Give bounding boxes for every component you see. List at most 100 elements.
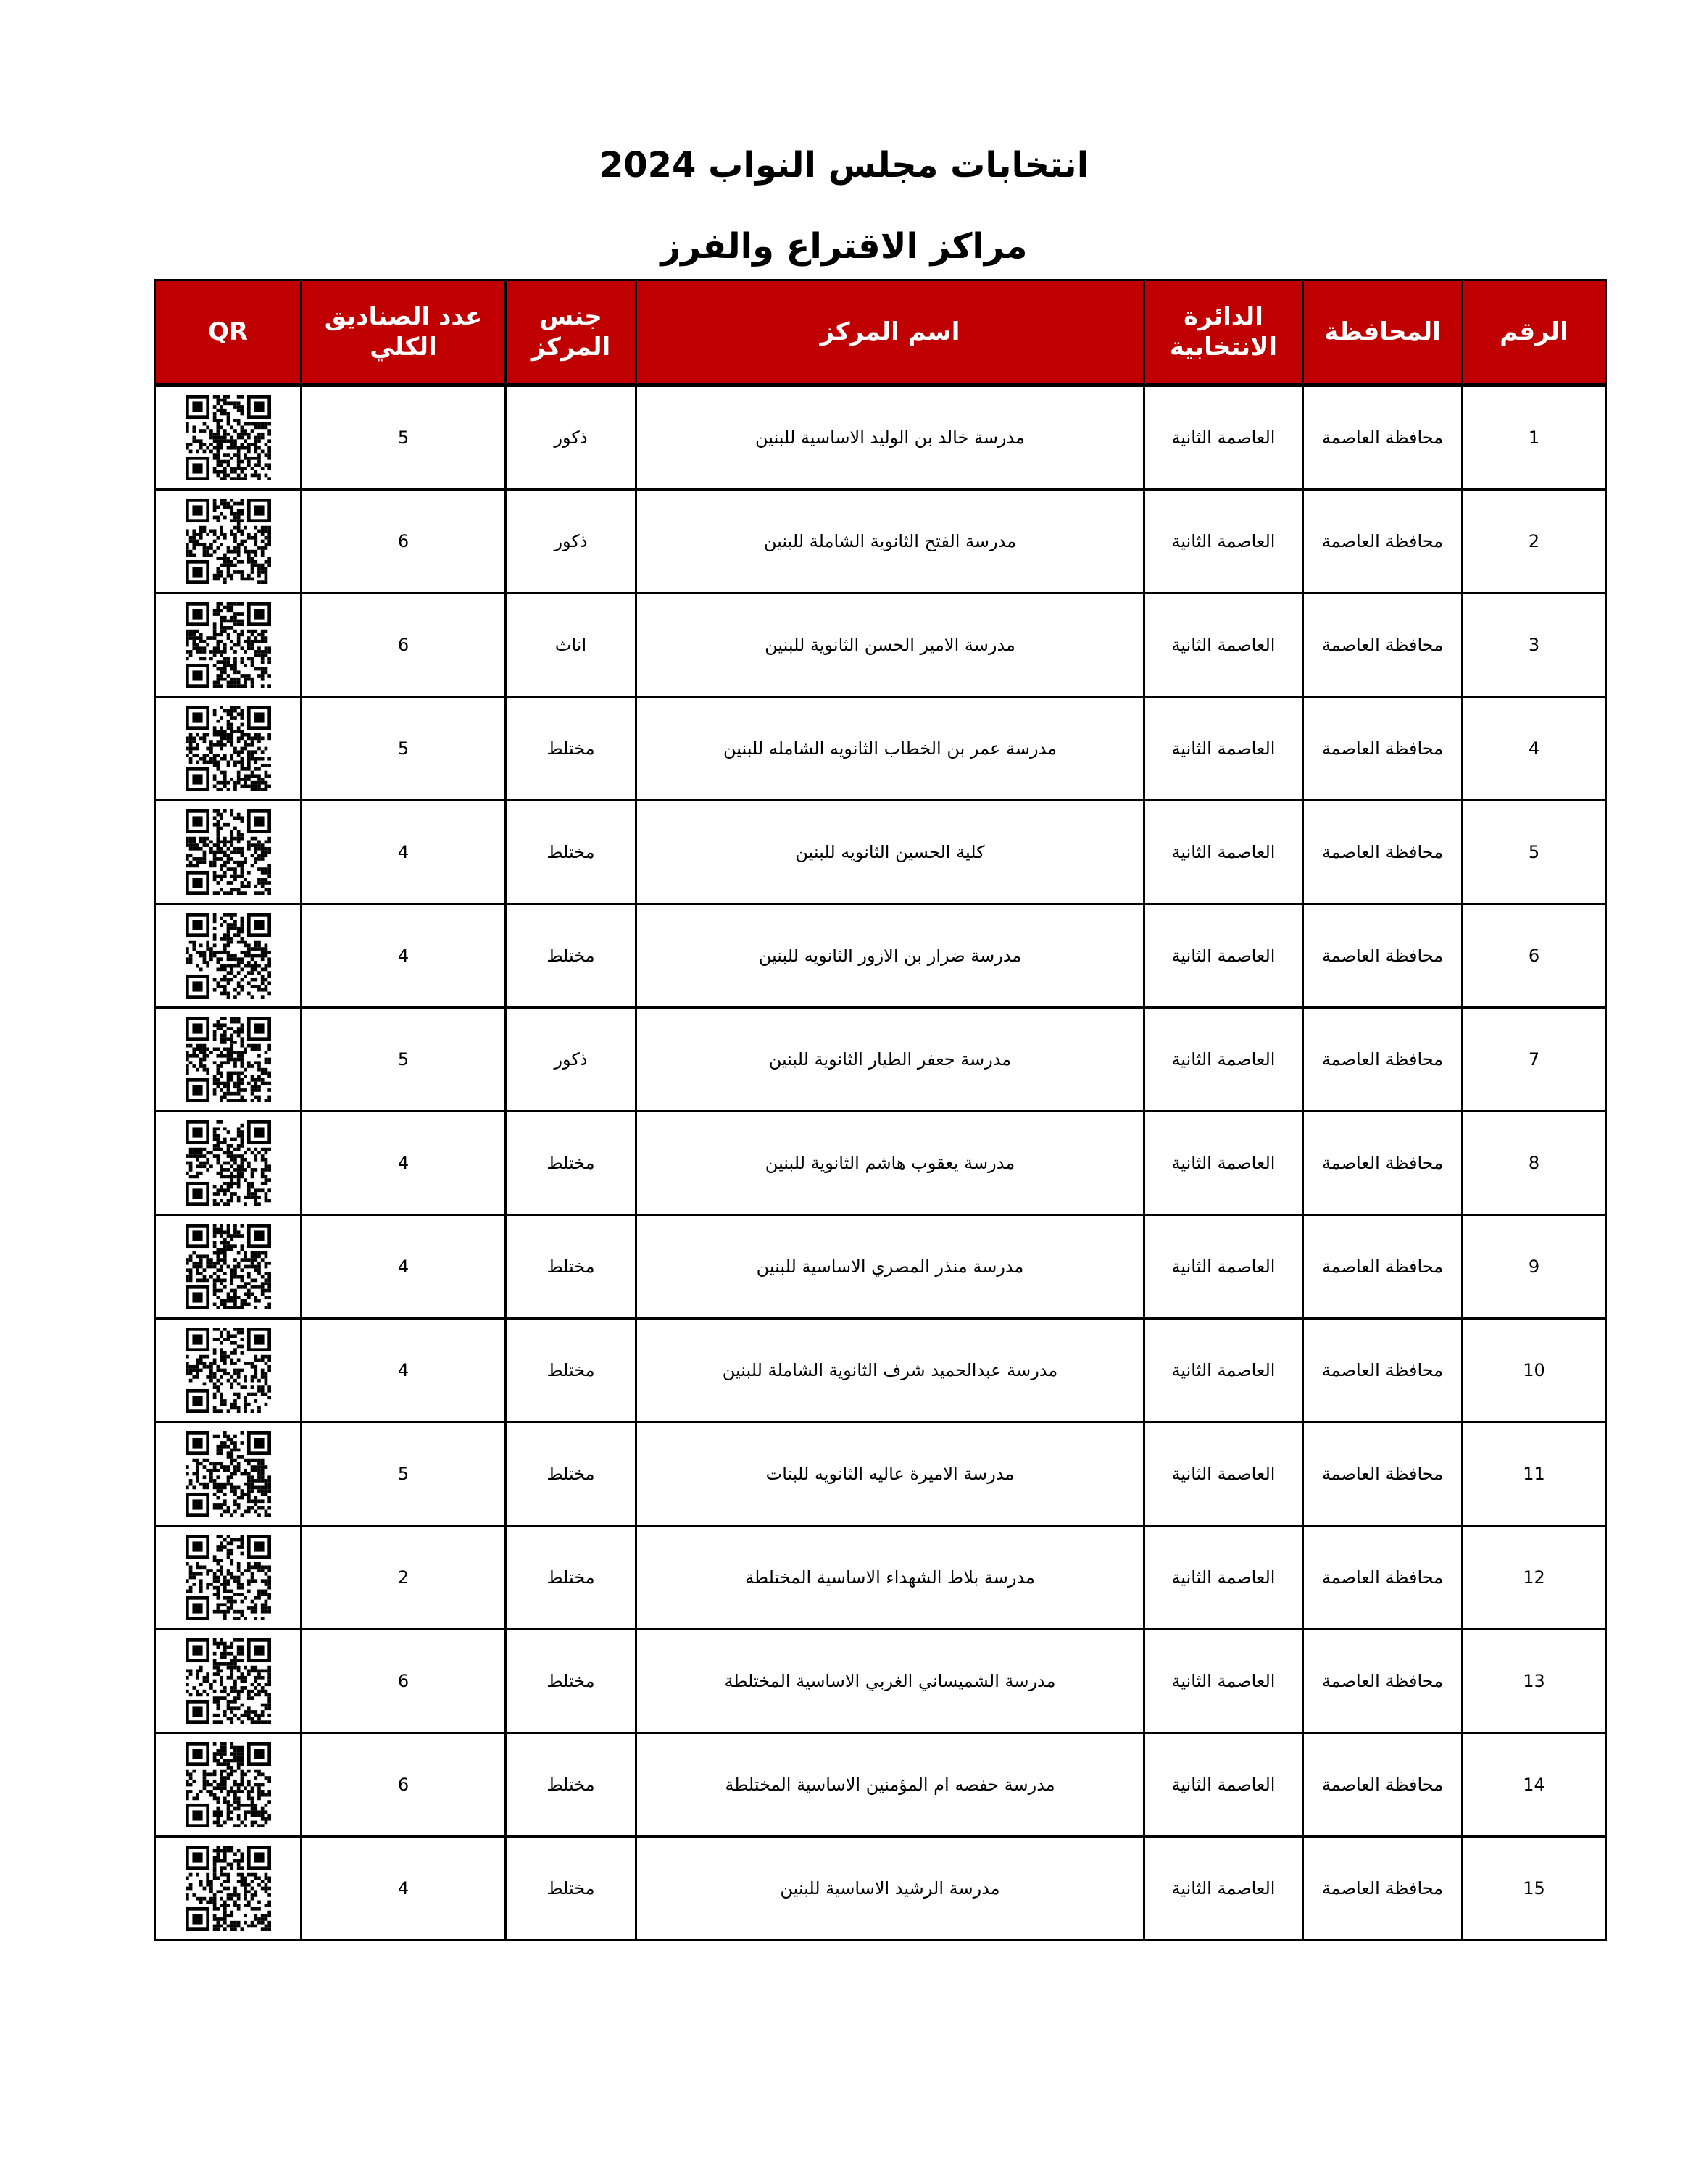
district-cell: العاصمة الثانية [1143,1835,1304,1941]
row-number: 6 [1461,903,1607,1009]
total-boxes-cell: 6 [300,1732,507,1838]
col-qr-header: QR [154,279,302,386]
total-boxes-cell: 5 [300,383,507,491]
governorate-cell: محافظة العاصمة [1302,1110,1463,1216]
center-name-cell: مدرسة الشميساني الغربي الاساسية المختلطة [635,1628,1145,1734]
center-gender-cell: مختلط [504,1214,637,1320]
qr-code-icon [154,799,302,905]
row-number: 1 [1461,383,1607,491]
center-gender-cell: مختلط [504,696,637,801]
table-row: 8 محافظة العاصمة العاصمة الثانية مدرسة يعقو… [154,1110,1607,1216]
center-name-cell: مدرسة جعفر الطيار الثانوية للبنين [635,1006,1145,1112]
governorate-cell: محافظة العاصمة [1302,488,1463,594]
qr-code-icon [154,1214,302,1320]
center-name-cell: مدرسة يعقوب هاشم الثانوية للبنين [635,1110,1145,1216]
district-cell: العاصمة الثانية [1143,592,1304,698]
district-cell: العاصمة الثانية [1143,1421,1304,1527]
qr-code-icon [154,592,302,698]
governorate-cell: محافظة العاصمة [1302,1525,1463,1630]
row-number: 11 [1461,1421,1607,1527]
qr-code-icon [154,696,302,801]
document-title: انتخابات مجلس النواب 2024 [599,145,1089,186]
center-gender-cell: ذكور [504,488,637,594]
total-boxes-cell: 5 [300,696,507,801]
qr-code-icon [154,1732,302,1838]
district-cell: العاصمة الثانية [1143,1628,1304,1734]
col-total-boxes-header: عدد الصناديق الكلي [300,279,507,386]
row-number: 8 [1461,1110,1607,1216]
col-number-header: الرقم [1461,279,1607,386]
table-row: 13 محافظة العاصمة العاصمة الثانية مدرسة الش… [154,1628,1607,1734]
center-name-cell: مدرسة عمر بن الخطاب الثانويه الشامله للب… [635,696,1145,801]
total-boxes-cell: 4 [300,1835,507,1941]
document-subtitle: مراكز الاقتراع والفرز [660,226,1028,267]
district-cell: العاصمة الثانية [1143,799,1304,905]
total-boxes-cell: 5 [300,1006,507,1112]
center-gender-cell: مختلط [504,1835,637,1941]
district-cell: العاصمة الثانية [1143,1732,1304,1838]
table-header-row: الرقم المحافظة الدائرة الانتخابية اسم المرك… [154,279,1607,386]
total-boxes-cell: 2 [300,1525,507,1630]
table-row: 14 محافظة العاصمة العاصمة الثانية مدرسة حفص… [154,1732,1607,1838]
table-row: 3 محافظة العاصمة العاصمة الثانية مدرسة الام… [154,592,1607,698]
table-row: 7 محافظة العاصمة العاصمة الثانية مدرسة جعفر… [154,1006,1607,1112]
center-name-cell: مدرسة حفصه ام المؤمنين الاساسية المختلطة [635,1732,1145,1838]
qr-code-icon [154,383,302,491]
governorate-cell: محافظة العاصمة [1302,1732,1463,1838]
governorate-cell: محافظة العاصمة [1302,1317,1463,1423]
center-gender-cell: مختلط [504,1628,637,1734]
center-name-cell: مدرسة منذر المصري الاساسية للبنين [635,1214,1145,1320]
center-gender-cell: مختلط [504,1110,637,1216]
district-cell: العاصمة الثانية [1143,488,1304,594]
district-cell: العاصمة الثانية [1143,383,1304,491]
governorate-cell: محافظة العاصمة [1302,799,1463,905]
row-number: 14 [1461,1732,1607,1838]
governorate-cell: محافظة العاصمة [1302,903,1463,1009]
qr-code-icon [154,1006,302,1112]
total-boxes-cell: 4 [300,903,507,1009]
center-name-cell: مدرسة الرشيد الاساسية للبنين [635,1835,1145,1941]
governorate-cell: محافظة العاصمة [1302,383,1463,491]
center-name-cell: مدرسة عبدالحميد شرف الثانوية الشاملة للب… [635,1317,1145,1423]
qr-code-icon [154,1317,302,1423]
center-name-cell: مدرسة ضرار بن الازور الثانويه للبنين [635,903,1145,1009]
center-gender-cell: مختلط [504,799,637,905]
row-number: 2 [1461,488,1607,594]
center-gender-cell: مختلط [504,1732,637,1838]
governorate-cell: محافظة العاصمة [1302,1214,1463,1320]
row-number: 7 [1461,1006,1607,1112]
table-row: 5 محافظة العاصمة العاصمة الثانية كلية الحسي… [154,799,1607,905]
table-row: 9 محافظة العاصمة العاصمة الثانية مدرسة منذر… [154,1214,1607,1320]
table-row: 15 محافظة العاصمة العاصمة الثانية مدرسة الر… [154,1835,1607,1941]
center-name-cell: كلية الحسين الثانويه للبنين [635,799,1145,905]
governorate-cell: محافظة العاصمة [1302,1628,1463,1734]
total-boxes-cell: 6 [300,1628,507,1734]
center-name-cell: مدرسة خالد بن الوليد الاساسية للبنين [635,383,1145,491]
center-gender-cell: مختلط [504,1525,637,1630]
col-governorate-header: المحافظة [1302,279,1463,386]
row-number: 10 [1461,1317,1607,1423]
total-boxes-cell: 4 [300,1317,507,1423]
qr-code-icon [154,1110,302,1216]
qr-code-icon [154,903,302,1009]
center-gender-cell: ذكور [504,1006,637,1112]
center-gender-cell: مختلط [504,903,637,1009]
table-row: 4 محافظة العاصمة العاصمة الثانية مدرسة عمر … [154,696,1607,801]
total-boxes-cell: 6 [300,592,507,698]
center-gender-cell: مختلط [504,1421,637,1527]
total-boxes-cell: 4 [300,1214,507,1320]
total-boxes-cell: 4 [300,799,507,905]
center-name-cell: مدرسة بلاط الشهداء الاساسية المختلطة [635,1525,1145,1630]
center-gender-cell: مختلط [504,1317,637,1423]
district-cell: العاصمة الثانية [1143,696,1304,801]
total-boxes-cell: 5 [300,1421,507,1527]
district-cell: العاصمة الثانية [1143,1317,1304,1423]
district-cell: العاصمة الثانية [1143,1525,1304,1630]
governorate-cell: محافظة العاصمة [1302,1421,1463,1527]
governorate-cell: محافظة العاصمة [1302,1006,1463,1112]
table-row: 11 محافظة العاصمة العاصمة الثانية مدرسة الا… [154,1421,1607,1527]
center-name-cell: مدرسة الامير الحسن الثانوية للبنين [635,592,1145,698]
table-row: 1 محافظة العاصمة العاصمة الثانية مدرسة خالد… [154,383,1607,491]
center-gender-cell: ذكور [504,383,637,491]
row-number: 4 [1461,696,1607,801]
